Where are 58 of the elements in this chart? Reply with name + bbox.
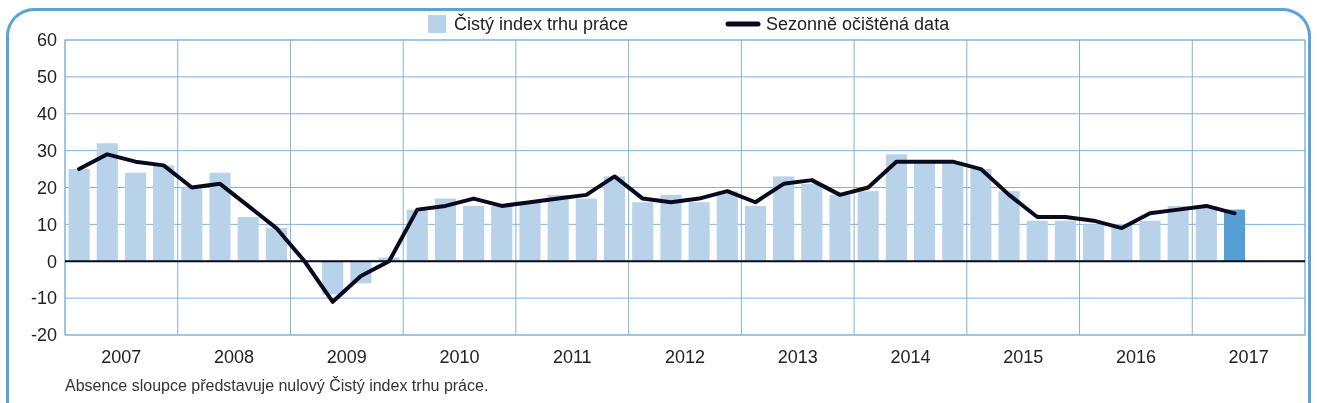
bar (1167, 205, 1189, 262)
bar (547, 194, 569, 262)
bar (716, 191, 738, 262)
legend-label: Čistý index trhu práce (454, 13, 629, 35)
x-tick-label: 2014 (890, 347, 931, 367)
bar (575, 198, 597, 262)
y-tick-label: 10 (36, 214, 57, 235)
y-tick-label: 60 (36, 30, 57, 51)
bar (829, 194, 851, 262)
y-tick-label: 50 (36, 67, 57, 88)
bar (744, 205, 767, 262)
bar (1195, 205, 1217, 262)
bar (181, 187, 203, 262)
x-tick-label: 2012 (664, 347, 706, 367)
bar (970, 169, 992, 262)
bar (153, 165, 175, 262)
x-tick-label: 2011 (552, 347, 592, 367)
y-tick-label: 40 (36, 104, 57, 125)
text: Absence sloupce představuje nulový Čistý index trhu práce. (65, 376, 489, 394)
bar (1223, 209, 1246, 262)
bar (688, 202, 710, 262)
bar (603, 176, 626, 262)
x-tick-label: 2016 (1115, 347, 1156, 367)
bar (1139, 220, 1161, 262)
y-tick-label: -10 (30, 288, 57, 309)
bar (801, 183, 823, 262)
y-tick-label: 0 (46, 251, 57, 272)
bar (124, 172, 147, 262)
bar (1083, 224, 1105, 262)
bar (885, 154, 907, 262)
x-tick-label: 2008 (214, 347, 255, 367)
y-tick-label: -20 (30, 325, 57, 346)
bar (660, 194, 682, 262)
bar (998, 191, 1020, 262)
y-tick-label: 20 (36, 177, 57, 198)
x-tick-label: 2015 (1003, 347, 1044, 367)
bar (773, 176, 795, 262)
bar (913, 161, 936, 262)
bar (96, 143, 118, 262)
bar (857, 191, 879, 262)
bar (1026, 220, 1048, 262)
bar (942, 161, 964, 262)
x-tick-label: 2010 (439, 347, 480, 367)
x-tick-label: 2017 (1228, 347, 1269, 367)
bar (209, 172, 231, 262)
bar (519, 202, 541, 262)
legend-label: Sezonně očištěná data (766, 14, 951, 35)
bar (1054, 220, 1077, 262)
bar (434, 198, 457, 262)
bar (632, 202, 654, 262)
bar (68, 169, 90, 262)
x-tick-label: 2013 (777, 347, 818, 367)
bar (463, 205, 485, 262)
x-tick-label: 2009 (326, 347, 367, 367)
bar (237, 217, 259, 262)
bar (491, 205, 513, 262)
y-tick-label: 30 (36, 140, 57, 161)
x-tick-label: 2007 (101, 347, 142, 367)
